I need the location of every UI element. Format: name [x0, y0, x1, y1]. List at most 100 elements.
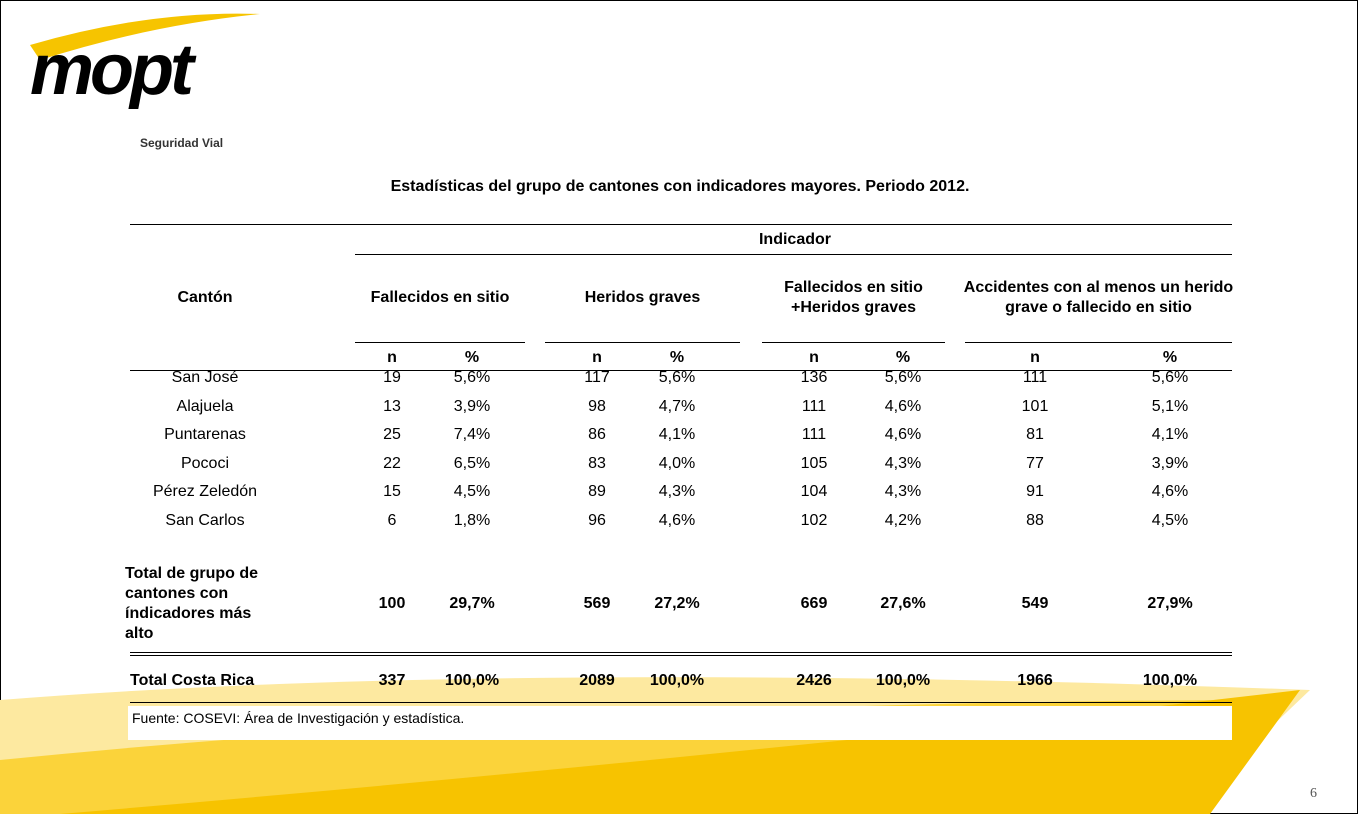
row-label: San Carlos: [165, 511, 245, 529]
table-title: Estadísticas del grupo de cantones con i…: [390, 178, 970, 195]
footnote: Fuente: COSEVI: Área de Investigación y …: [132, 710, 465, 726]
cell: 83: [588, 454, 606, 472]
cell: 6: [387, 511, 397, 529]
row-label: Puntarenas: [164, 426, 246, 443]
cell: 13: [383, 397, 401, 415]
logo-swoosh: [30, 13, 260, 60]
subheader-rule: [130, 370, 1232, 371]
cell: 136: [800, 369, 828, 386]
total-cell: 549: [1021, 595, 1049, 612]
total-cell: 100: [378, 595, 406, 612]
cell: 86: [588, 426, 606, 443]
logo-subtitle: Seguridad Vial: [140, 136, 224, 150]
cell: 3,9%: [1151, 454, 1189, 472]
cell: 19: [383, 369, 401, 386]
total-cell: 27,6%: [880, 595, 926, 612]
total-cell: 100,0%: [444, 672, 500, 689]
cell: 4,6%: [884, 426, 922, 443]
cell: 4,2%: [884, 511, 922, 529]
total-cell: 100,0%: [875, 672, 931, 689]
page-number: 6: [1310, 786, 1317, 801]
cell: 96: [588, 511, 606, 529]
column-header: Heridos graves: [584, 289, 701, 306]
total-cell: 2089: [579, 672, 615, 689]
cell: 117: [584, 369, 610, 386]
cell: 7,4%: [453, 426, 491, 443]
cell: 98: [588, 397, 606, 415]
cell: 25: [383, 426, 401, 443]
cell: 5,6%: [658, 369, 696, 386]
cell: 88: [1026, 511, 1044, 529]
cell: 4,3%: [884, 454, 922, 472]
column-header-rule: [355, 342, 525, 343]
total-cell: 2426: [796, 672, 832, 689]
row-label: Pérez Zeledón: [152, 483, 258, 500]
footnote-bg: [128, 706, 1232, 740]
subheader: n: [387, 349, 397, 366]
subheader: %: [669, 349, 685, 366]
cell: 5,1%: [1151, 397, 1189, 415]
cell: 4,6%: [1151, 483, 1189, 500]
cell: 5,6%: [884, 369, 922, 386]
group-header: Indicador: [758, 231, 831, 248]
swoosh-dark: [60, 690, 1300, 814]
total-label: Total de grupo de cantones con índicador…: [125, 565, 259, 642]
group-header-rule: [355, 254, 1232, 255]
column-header: Accidentes con al menos un herido grave …: [963, 279, 1234, 316]
column-header-rule: [762, 342, 945, 343]
cell: 105: [800, 454, 828, 472]
total-rule: [130, 652, 1232, 656]
total-cell: 29,7%: [449, 595, 495, 612]
row-label: San José: [171, 369, 239, 386]
cell: 4,6%: [658, 511, 696, 529]
cell: 15: [383, 483, 401, 500]
cell: 4,5%: [1151, 511, 1189, 529]
cell: 81: [1026, 426, 1044, 443]
cell: 111: [1022, 369, 1048, 386]
cell: 5,6%: [1151, 369, 1189, 386]
total-label: Total Costa Rica: [130, 672, 255, 689]
table-top-rule: [130, 224, 1232, 225]
total-cell: 669: [800, 595, 828, 612]
column-header: Fallecidos en sitio +Heridos graves: [784, 279, 923, 316]
row-label: Alajuela: [176, 397, 234, 415]
total-cell: 569: [583, 595, 611, 612]
subheader: n: [809, 349, 819, 366]
total-cell: 337: [378, 672, 406, 689]
total-cell: 1966: [1017, 672, 1053, 689]
total-cell: 100,0%: [1142, 672, 1198, 689]
subheader: n: [592, 349, 602, 366]
cell: 111: [801, 426, 827, 443]
cell: 91: [1026, 483, 1044, 500]
row-label: Pococi: [180, 454, 230, 472]
cell: 4,3%: [884, 483, 922, 500]
cell: 4,5%: [453, 483, 491, 500]
cell: 4,7%: [658, 397, 696, 415]
subheader: %: [1162, 349, 1178, 366]
cell: 4,0%: [658, 454, 696, 472]
logo: mopt: [30, 30, 194, 110]
cell: 5,6%: [453, 369, 491, 386]
cell: 4,1%: [658, 426, 696, 443]
subheader: %: [464, 349, 480, 366]
total-cell: 27,2%: [654, 595, 700, 612]
cell: 111: [801, 397, 827, 415]
cell: 101: [1021, 397, 1049, 415]
subheader: n: [1030, 349, 1040, 366]
cell: 102: [800, 511, 828, 529]
cell: 104: [800, 483, 828, 500]
total-cell: 100,0%: [649, 672, 705, 689]
cell: 4,3%: [658, 483, 696, 500]
cell: 6,5%: [453, 454, 491, 472]
cell: 4,6%: [884, 397, 922, 415]
column-header-rule: [965, 342, 1232, 343]
total-cell: 27,9%: [1147, 595, 1193, 612]
cell: 89: [588, 483, 606, 500]
cell: 77: [1026, 454, 1044, 472]
row-header: Cantón: [177, 289, 233, 306]
cell: 22: [383, 454, 401, 472]
cell: 1,8%: [453, 511, 491, 529]
subheader: %: [895, 349, 911, 366]
